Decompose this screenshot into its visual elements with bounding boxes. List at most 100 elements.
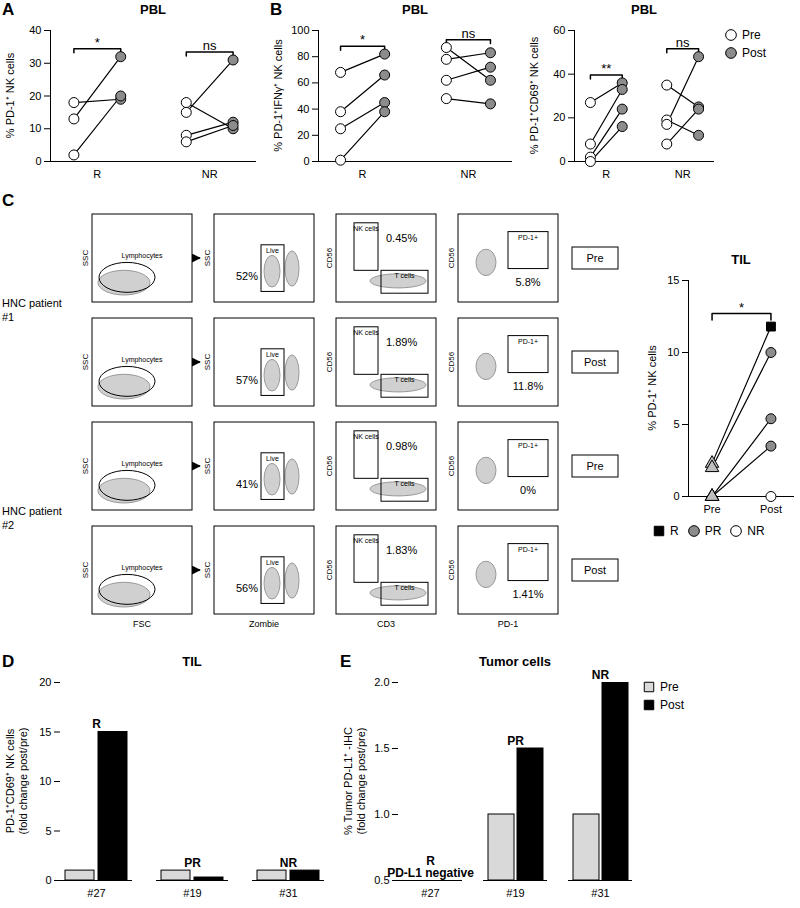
svg-text:2.0: 2.0: [374, 676, 389, 688]
svg-text:56%: 56%: [236, 582, 258, 594]
svg-text:NR: NR: [280, 856, 298, 870]
svg-text:30: 30: [29, 57, 41, 69]
svg-text:Lymphocytes: Lymphocytes: [122, 356, 163, 364]
svg-text:CD56: CD56: [325, 351, 334, 372]
svg-text:T cells: T cells: [394, 584, 415, 591]
svg-text:Lymphocytes: Lymphocytes: [122, 252, 163, 260]
svg-text:SSC: SSC: [81, 458, 90, 475]
svg-text:20: 20: [29, 90, 41, 102]
svg-text:80: 80: [297, 50, 309, 62]
svg-text:0.45%: 0.45%: [386, 232, 417, 244]
svg-text:#19: #19: [506, 887, 524, 899]
svg-text:SSC: SSC: [203, 562, 212, 579]
svg-text:Lymphocytes: Lymphocytes: [122, 564, 163, 572]
svg-text:1.83%: 1.83%: [386, 544, 417, 556]
svg-text:20: 20: [553, 111, 565, 123]
svg-text:NR: NR: [460, 168, 476, 180]
svg-text:0: 0: [303, 155, 309, 167]
svg-text:60: 60: [553, 24, 565, 36]
svg-text:40: 40: [553, 68, 565, 80]
svg-text:ns: ns: [203, 38, 217, 53]
svg-text:PR: PR: [507, 734, 524, 748]
svg-text:T cells: T cells: [394, 376, 415, 383]
svg-text:100: 100: [291, 24, 309, 36]
svg-text:CD56: CD56: [325, 559, 334, 580]
svg-text:15: 15: [667, 274, 679, 286]
svg-text:FSC: FSC: [133, 619, 152, 629]
svg-text:T cells: T cells: [394, 272, 415, 279]
svg-text:Zombie: Zombie: [249, 619, 279, 629]
svg-text:Post: Post: [584, 356, 606, 368]
svg-text:R: R: [602, 168, 610, 180]
svg-text:#19: #19: [183, 887, 201, 899]
svg-text:0: 0: [559, 155, 565, 167]
svg-text:CD56: CD56: [447, 455, 456, 476]
svg-text:NR: NR: [675, 168, 691, 180]
svg-text:CD56: CD56: [447, 247, 456, 268]
svg-text:1.0: 1.0: [374, 808, 389, 820]
svg-text:T cells: T cells: [394, 480, 415, 487]
svg-text:SSC: SSC: [203, 354, 212, 371]
svg-text:SSC: SSC: [203, 458, 212, 475]
svg-text:NK cells: NK cells: [353, 329, 379, 336]
svg-text:Live: Live: [266, 559, 279, 566]
svg-text:CD56: CD56: [325, 455, 334, 476]
svg-text:5: 5: [45, 825, 51, 837]
svg-text:R: R: [359, 168, 367, 180]
svg-text:R: R: [92, 717, 101, 731]
svg-text:0: 0: [673, 490, 679, 502]
svg-text:PD-1: PD-1: [498, 619, 519, 629]
svg-text:PD-1+: PD-1+: [518, 234, 538, 241]
svg-text:1.89%: 1.89%: [386, 336, 417, 348]
svg-text:CD56: CD56: [447, 351, 456, 372]
svg-text:20: 20: [39, 676, 51, 688]
svg-text:#31: #31: [591, 887, 609, 899]
svg-text:SSC: SSC: [203, 250, 212, 267]
svg-text:*: *: [95, 35, 100, 50]
svg-text:Live: Live: [266, 351, 279, 358]
svg-text:Pre: Pre: [586, 460, 603, 472]
svg-text:1.5: 1.5: [374, 742, 389, 754]
svg-text:52%: 52%: [236, 270, 258, 282]
svg-text:1.41%: 1.41%: [512, 588, 543, 600]
svg-text:SSC: SSC: [81, 354, 90, 371]
svg-text:NK cells: NK cells: [353, 433, 379, 440]
svg-text:CD56: CD56: [325, 247, 334, 268]
svg-text:15: 15: [39, 726, 51, 738]
svg-text:0: 0: [45, 874, 51, 886]
svg-text:SSC: SSC: [81, 250, 90, 267]
svg-text:**: **: [601, 61, 611, 76]
svg-text:Post: Post: [760, 503, 782, 515]
svg-text:ns: ns: [676, 35, 690, 50]
svg-text:Live: Live: [266, 455, 279, 462]
svg-text:5.8%: 5.8%: [515, 276, 540, 288]
svg-text:ns: ns: [462, 26, 476, 41]
svg-text:PD-1+: PD-1+: [518, 546, 538, 553]
svg-text:11.8%: 11.8%: [513, 380, 544, 392]
svg-text:10: 10: [29, 122, 41, 134]
svg-text:40: 40: [29, 24, 41, 36]
svg-text:Lymphocytes: Lymphocytes: [122, 460, 163, 468]
svg-text:PR: PR: [184, 856, 201, 870]
svg-text:5: 5: [673, 418, 679, 430]
svg-text:NK cells: NK cells: [353, 537, 379, 544]
svg-text:Live: Live: [266, 247, 279, 254]
svg-text:Pre: Pre: [586, 252, 603, 264]
svg-text:20: 20: [297, 129, 309, 141]
svg-text:PD-1+: PD-1+: [518, 442, 538, 449]
svg-text:10: 10: [667, 346, 679, 358]
svg-text:SSC: SSC: [81, 562, 90, 579]
svg-text:RPD-L1 negative: RPD-L1 negative: [387, 854, 474, 880]
svg-text:57%: 57%: [236, 374, 258, 386]
svg-text:Post: Post: [584, 564, 606, 576]
svg-text:NK cells: NK cells: [353, 225, 379, 232]
svg-text:CD56: CD56: [447, 559, 456, 580]
svg-text:40: 40: [297, 103, 309, 115]
svg-text:60: 60: [297, 76, 309, 88]
svg-text:10: 10: [39, 775, 51, 787]
svg-text:#27: #27: [87, 887, 105, 899]
svg-text:NR: NR: [592, 668, 610, 682]
svg-text:*: *: [739, 300, 744, 315]
svg-text:0: 0: [35, 155, 41, 167]
svg-text:0%: 0%: [520, 484, 536, 496]
